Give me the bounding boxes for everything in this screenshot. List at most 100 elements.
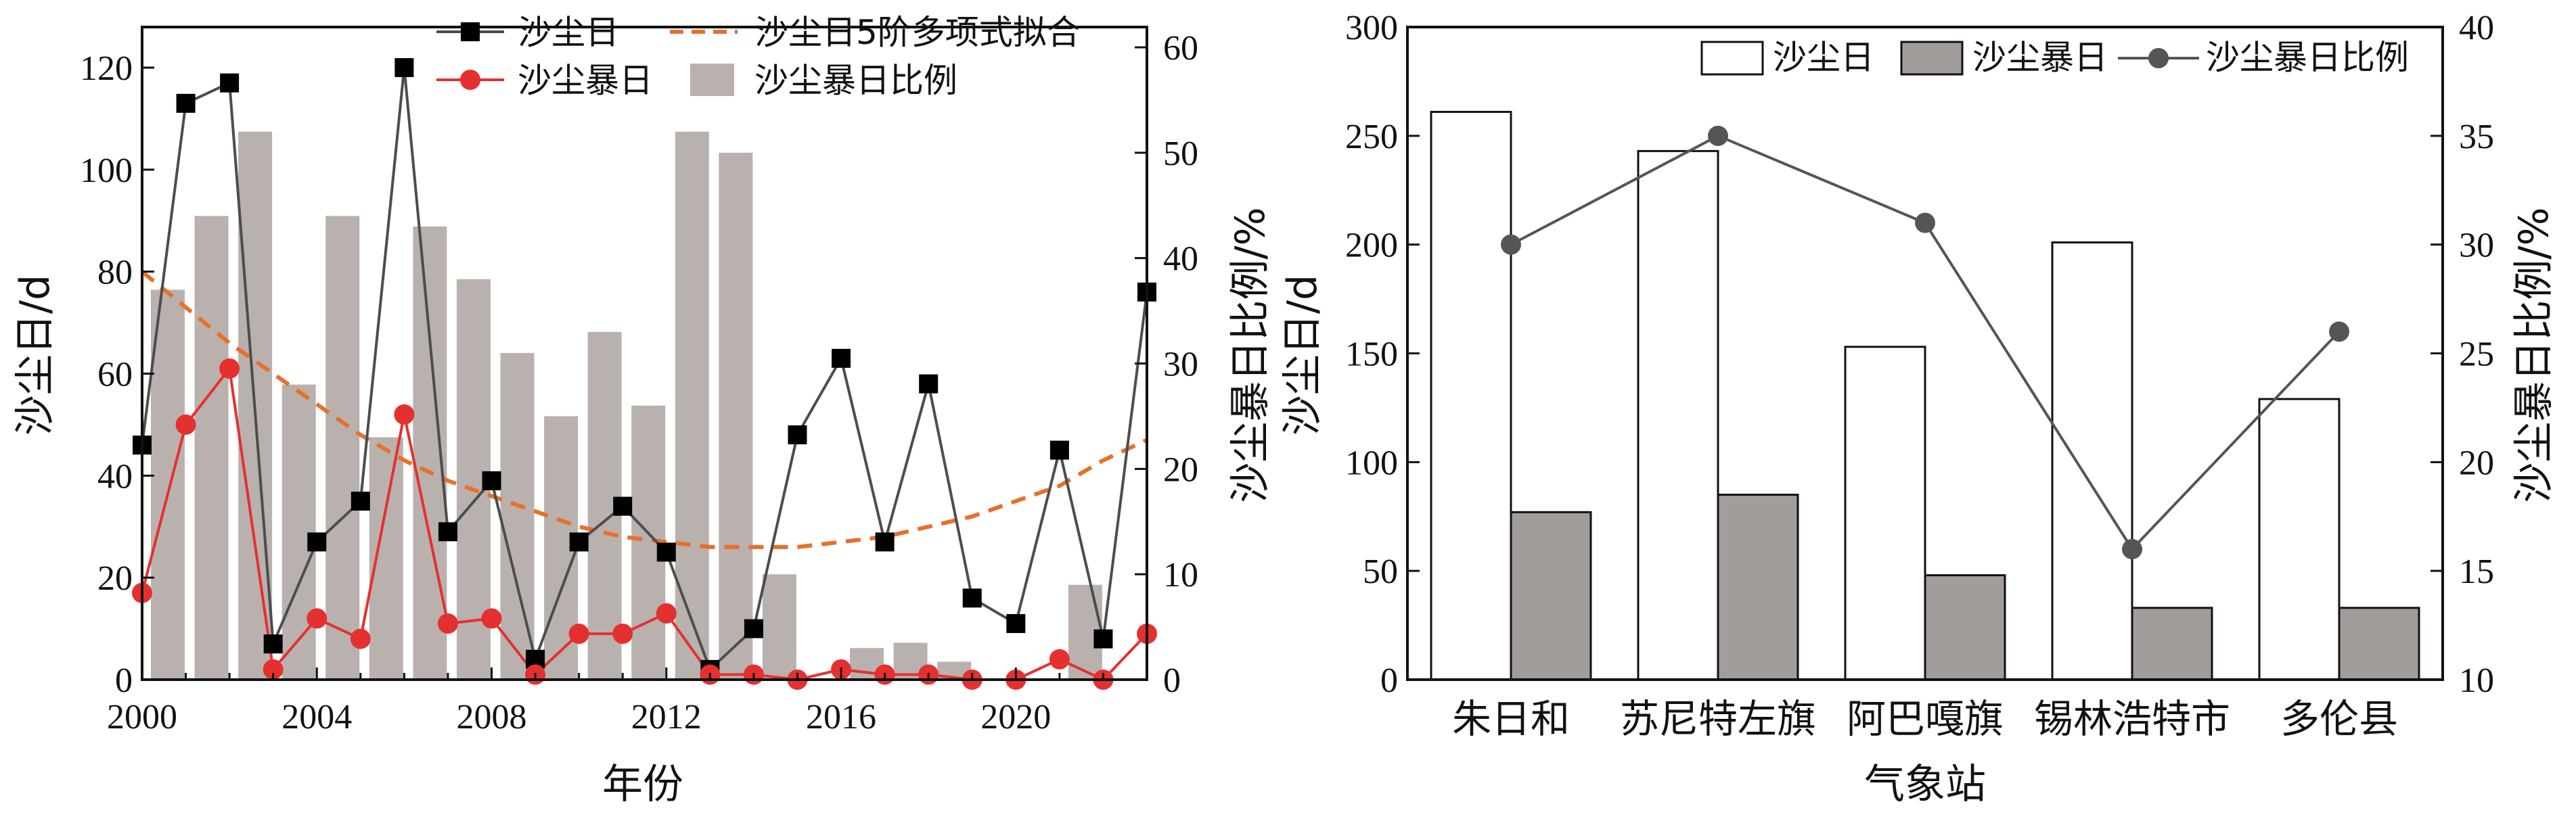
y-tick-label: 60 bbox=[97, 356, 133, 394]
legend-item-ratio: 沙尘暴日比例 bbox=[2118, 38, 2409, 77]
dust-days-bar bbox=[1637, 149, 1719, 681]
dust-days-point bbox=[1006, 614, 1026, 634]
y-tick-label: 300 bbox=[1345, 9, 1398, 47]
storm-days-bar bbox=[2338, 607, 2420, 681]
y-tick-label: 40 bbox=[1163, 240, 1198, 279]
y-tick-label: 30 bbox=[1163, 346, 1198, 384]
y-axis-right-title: 沙尘暴日比例/% bbox=[2510, 207, 2558, 502]
storm-days-point bbox=[263, 659, 284, 680]
x-axis-ticks: 2000 2004 2008 2012 2016 2020 bbox=[107, 667, 1148, 736]
legend-item-storm-days: 沙尘暴日 bbox=[1900, 38, 2108, 77]
y-tick-label: 100 bbox=[80, 151, 133, 190]
station-label: 锡林浩特市 bbox=[2034, 696, 2230, 742]
y-tick-label: 10 bbox=[1163, 556, 1198, 594]
y-tick-label: 200 bbox=[1345, 227, 1398, 265]
legend-item-dust-days: 沙尘日 bbox=[1700, 38, 1874, 77]
legend-label: 沙尘日 bbox=[1773, 38, 1874, 77]
y-tick-label: 20 bbox=[97, 559, 133, 598]
legend-label: 沙尘日 bbox=[518, 13, 619, 52]
storm-days-point bbox=[612, 624, 633, 644]
dust-days-point bbox=[962, 588, 982, 608]
legend-left: 沙尘日 沙尘日5阶多项式拟合 沙尘暴日 沙尘暴日比例 bbox=[436, 13, 1081, 100]
legend-item-fit: 沙尘日5阶多项式拟合 bbox=[670, 13, 1081, 52]
y-tick-label: 40 bbox=[2459, 9, 2494, 47]
station-label: 多伦县 bbox=[2280, 696, 2398, 742]
dust-days-point bbox=[1049, 440, 1069, 460]
storm-days-bar bbox=[1924, 574, 2006, 681]
legend-label: 沙尘暴日比例 bbox=[754, 61, 957, 100]
y-tick-label: 20 bbox=[1163, 450, 1198, 489]
x-tick-label: 2012 bbox=[631, 698, 702, 736]
legend-label: 沙尘暴日 bbox=[1972, 38, 2108, 77]
ratio-bar bbox=[500, 352, 535, 680]
ratio-bars bbox=[151, 131, 1102, 680]
dust-days-point bbox=[1093, 629, 1113, 649]
storm-days-point bbox=[219, 358, 240, 379]
legend-item-dust-days: 沙尘日 bbox=[436, 13, 619, 52]
x-tick-label: 2008 bbox=[457, 698, 527, 736]
dust-days-bar bbox=[2051, 241, 2133, 681]
storm-days-point bbox=[656, 603, 677, 624]
y-tick-label: 100 bbox=[1345, 444, 1398, 482]
y-tick-label: 60 bbox=[1163, 29, 1198, 68]
y-axis-left-ticks: 0 20 40 60 80 100 120 bbox=[80, 49, 154, 700]
ratio-bar bbox=[281, 384, 316, 680]
ratio-bar bbox=[194, 216, 229, 680]
dust-days-point bbox=[613, 496, 633, 516]
chart-annual-dust: 2000 2004 2008 2012 2016 2020 020406080100120… bbox=[12, 13, 1274, 808]
ratio-bar bbox=[325, 216, 360, 680]
storm-days-point bbox=[175, 414, 196, 435]
y-axis-right-ticks: 10 15 20 25 30 35 40 bbox=[2431, 9, 2494, 700]
storm-days-point bbox=[394, 404, 415, 425]
legend-label: 沙尘日5阶多项式拟合 bbox=[754, 13, 1081, 52]
y-tick-label: 120 bbox=[80, 49, 133, 88]
y-axis-right-title: 沙尘暴日比例/% bbox=[1227, 207, 1274, 502]
y-tick-label: 50 bbox=[1363, 553, 1398, 591]
dust-days-bar bbox=[1430, 110, 1512, 681]
dust-days-point bbox=[438, 522, 457, 542]
station-label: 苏尼特左旗 bbox=[1620, 696, 1816, 742]
storm-days-point bbox=[568, 624, 589, 644]
legend-item-storm-days: 沙尘暴日 bbox=[436, 61, 653, 100]
y-tick-label: 0 bbox=[1380, 661, 1398, 700]
dust-days-point bbox=[351, 492, 370, 511]
plot-frame-left bbox=[141, 26, 1148, 681]
y-axis-left-title: 沙尘日/d bbox=[12, 275, 59, 436]
y-tick-label: 80 bbox=[97, 254, 133, 292]
x-tick-label: 2016 bbox=[806, 698, 876, 736]
legend-item-ratio: 沙尘暴日比例 bbox=[690, 61, 957, 100]
legend-right: 沙尘日 沙尘暴日 沙尘暴日比例 bbox=[1700, 38, 2409, 77]
ratio-point bbox=[1708, 125, 1728, 146]
x-tick-label: 2004 bbox=[281, 698, 352, 736]
ratio-point bbox=[2122, 539, 2142, 559]
legend-label: 沙尘暴日比例 bbox=[2206, 38, 2409, 77]
y-axis-right-ticks: 0 10 20 30 40 50 60 bbox=[1135, 29, 1198, 700]
dust-days-point bbox=[569, 532, 589, 552]
storm-days-point bbox=[307, 608, 327, 629]
ratio-bar bbox=[762, 574, 796, 680]
dust-days-point bbox=[263, 634, 283, 654]
ratio-markers bbox=[1501, 125, 2349, 559]
ratio-bar bbox=[151, 289, 185, 680]
y-tick-label: 30 bbox=[2459, 227, 2494, 265]
y-tick-label: 250 bbox=[1345, 118, 1398, 156]
ratio-bar bbox=[675, 131, 709, 680]
station-labels: 朱日和 苏尼特左旗 阿巴嘎旗 锡林浩特市 多伦县 bbox=[1452, 696, 2398, 742]
y-tick-label: 20 bbox=[2459, 444, 2494, 482]
ratio-point bbox=[1501, 234, 1521, 255]
dust-days-bar bbox=[2258, 398, 2341, 681]
storm-days-point bbox=[437, 613, 458, 634]
x-tick-label: 2000 bbox=[107, 698, 177, 736]
ratio-bar bbox=[369, 437, 403, 680]
dust-days-point bbox=[482, 471, 501, 490]
y-tick-label: 150 bbox=[1345, 335, 1398, 374]
dust-days-point bbox=[744, 619, 763, 638]
y-tick-label: 50 bbox=[1163, 135, 1198, 173]
dust-days-point bbox=[875, 532, 895, 552]
chart-station-dust: 朱日和 苏尼特左旗 阿巴嘎旗 锡林浩特市 多伦县 050100150200250300 … bbox=[1279, 9, 2558, 808]
dust-days-point bbox=[176, 93, 196, 113]
x-axis-title: 气象站 bbox=[1864, 761, 1986, 808]
dust-days-point bbox=[788, 425, 807, 444]
storm-days-bar bbox=[1717, 494, 1799, 681]
